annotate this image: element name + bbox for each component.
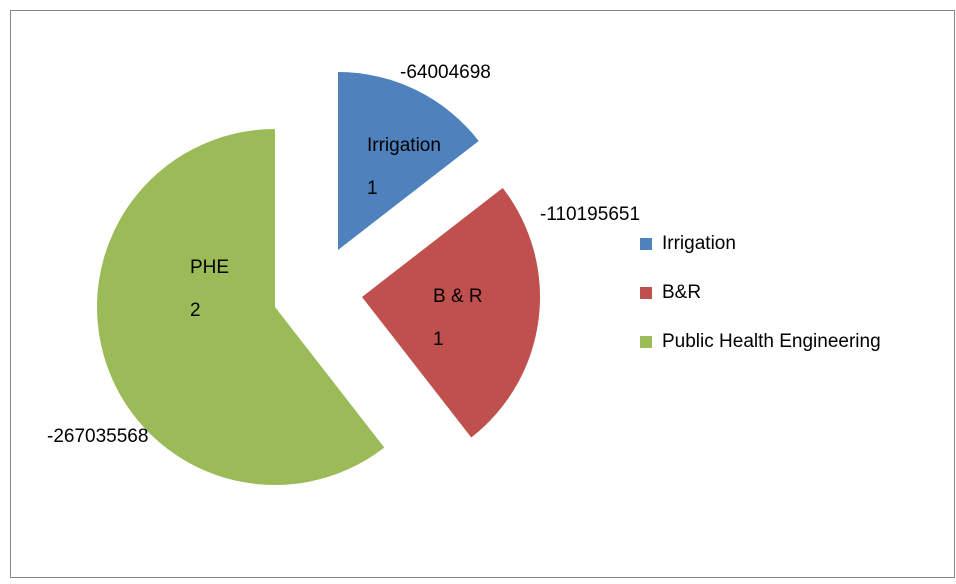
legend-label: B&R xyxy=(662,282,701,303)
legend-swatch xyxy=(640,287,652,299)
legend-label: Irrigation xyxy=(662,233,736,254)
slice-count: 1 xyxy=(367,178,378,199)
value-label: -110195651 xyxy=(540,204,640,225)
slice-count: 2 xyxy=(190,300,201,321)
slice-label: Irrigation xyxy=(367,135,441,156)
slice-count: 1 xyxy=(433,329,444,350)
legend-swatch xyxy=(640,336,652,348)
pie-slice xyxy=(338,72,479,250)
value-label: -64004698 xyxy=(400,62,491,83)
legend-label: Public Health Engineering xyxy=(662,331,881,352)
slice-label: B & R xyxy=(433,286,483,307)
pie-slice xyxy=(96,129,385,485)
pie-slice xyxy=(362,187,541,438)
slice-label: PHE xyxy=(190,257,229,278)
legend-swatch xyxy=(640,238,652,250)
value-label: -267035568 xyxy=(47,426,148,447)
